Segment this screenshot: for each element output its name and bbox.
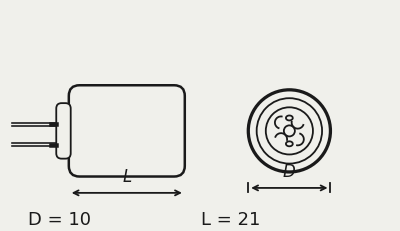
Text: D = 10: D = 10 (28, 211, 91, 228)
Text: D: D (283, 162, 296, 180)
Text: L: L (122, 167, 132, 185)
FancyBboxPatch shape (56, 104, 71, 159)
Text: L = 21: L = 21 (201, 211, 260, 228)
